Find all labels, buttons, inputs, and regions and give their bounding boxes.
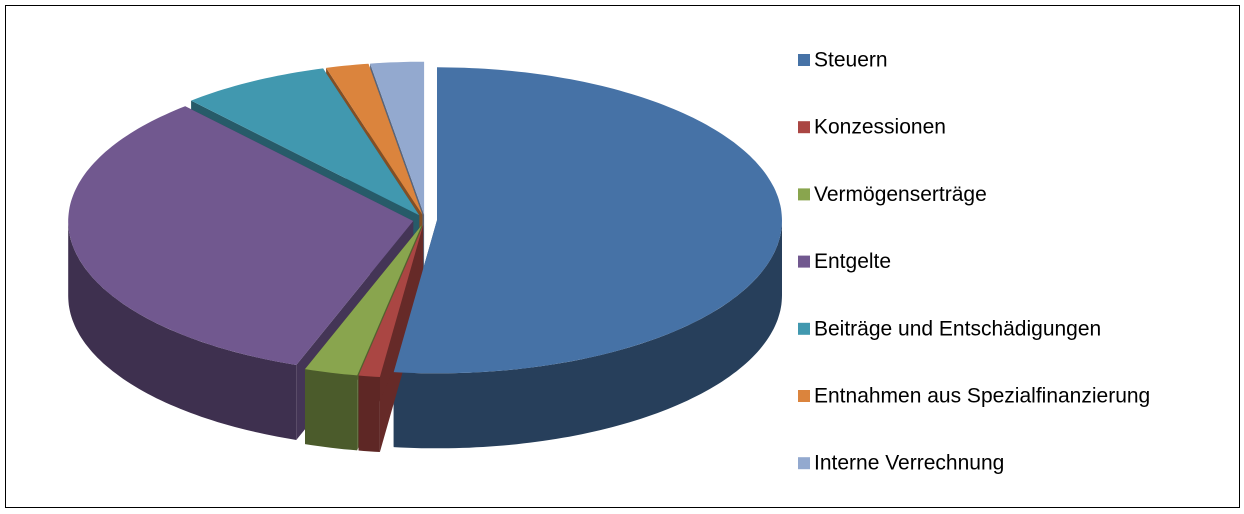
slice-side [393, 220, 782, 449]
legend-label: Vermögenserträge [814, 183, 987, 206]
legend-label: Beiträge und Entschädigungen [814, 317, 1101, 340]
pie-slice [326, 63, 423, 215]
legend-label: Konzessionen [814, 116, 946, 139]
legend-label: Entnahmen aus Spezialfinanzierung [814, 385, 1150, 408]
legend-label: Interne Verrechnung [814, 452, 1004, 475]
slice-side [68, 221, 297, 440]
legend-swatch [798, 121, 810, 134]
legend: Steuern Konzessionen Vermögenserträge Entge… [798, 49, 1150, 475]
legend-swatch [798, 457, 810, 470]
legend-label: Steuern [814, 49, 888, 72]
pie-slice [191, 68, 420, 216]
legend-swatch [798, 54, 810, 66]
pie-slice [68, 106, 414, 365]
legend-label: Entgelte [814, 250, 891, 273]
legend-swatch [798, 255, 810, 268]
pie-slice [370, 61, 425, 215]
pie-slice [305, 225, 422, 376]
pie-slice [393, 67, 782, 374]
pie-slice [358, 225, 424, 377]
legend-swatch [798, 188, 810, 201]
legend-swatch [798, 390, 810, 402]
legend-swatch [798, 322, 810, 335]
pie-tops [68, 61, 782, 377]
slice-side [305, 369, 358, 451]
slice-side [358, 375, 380, 452]
